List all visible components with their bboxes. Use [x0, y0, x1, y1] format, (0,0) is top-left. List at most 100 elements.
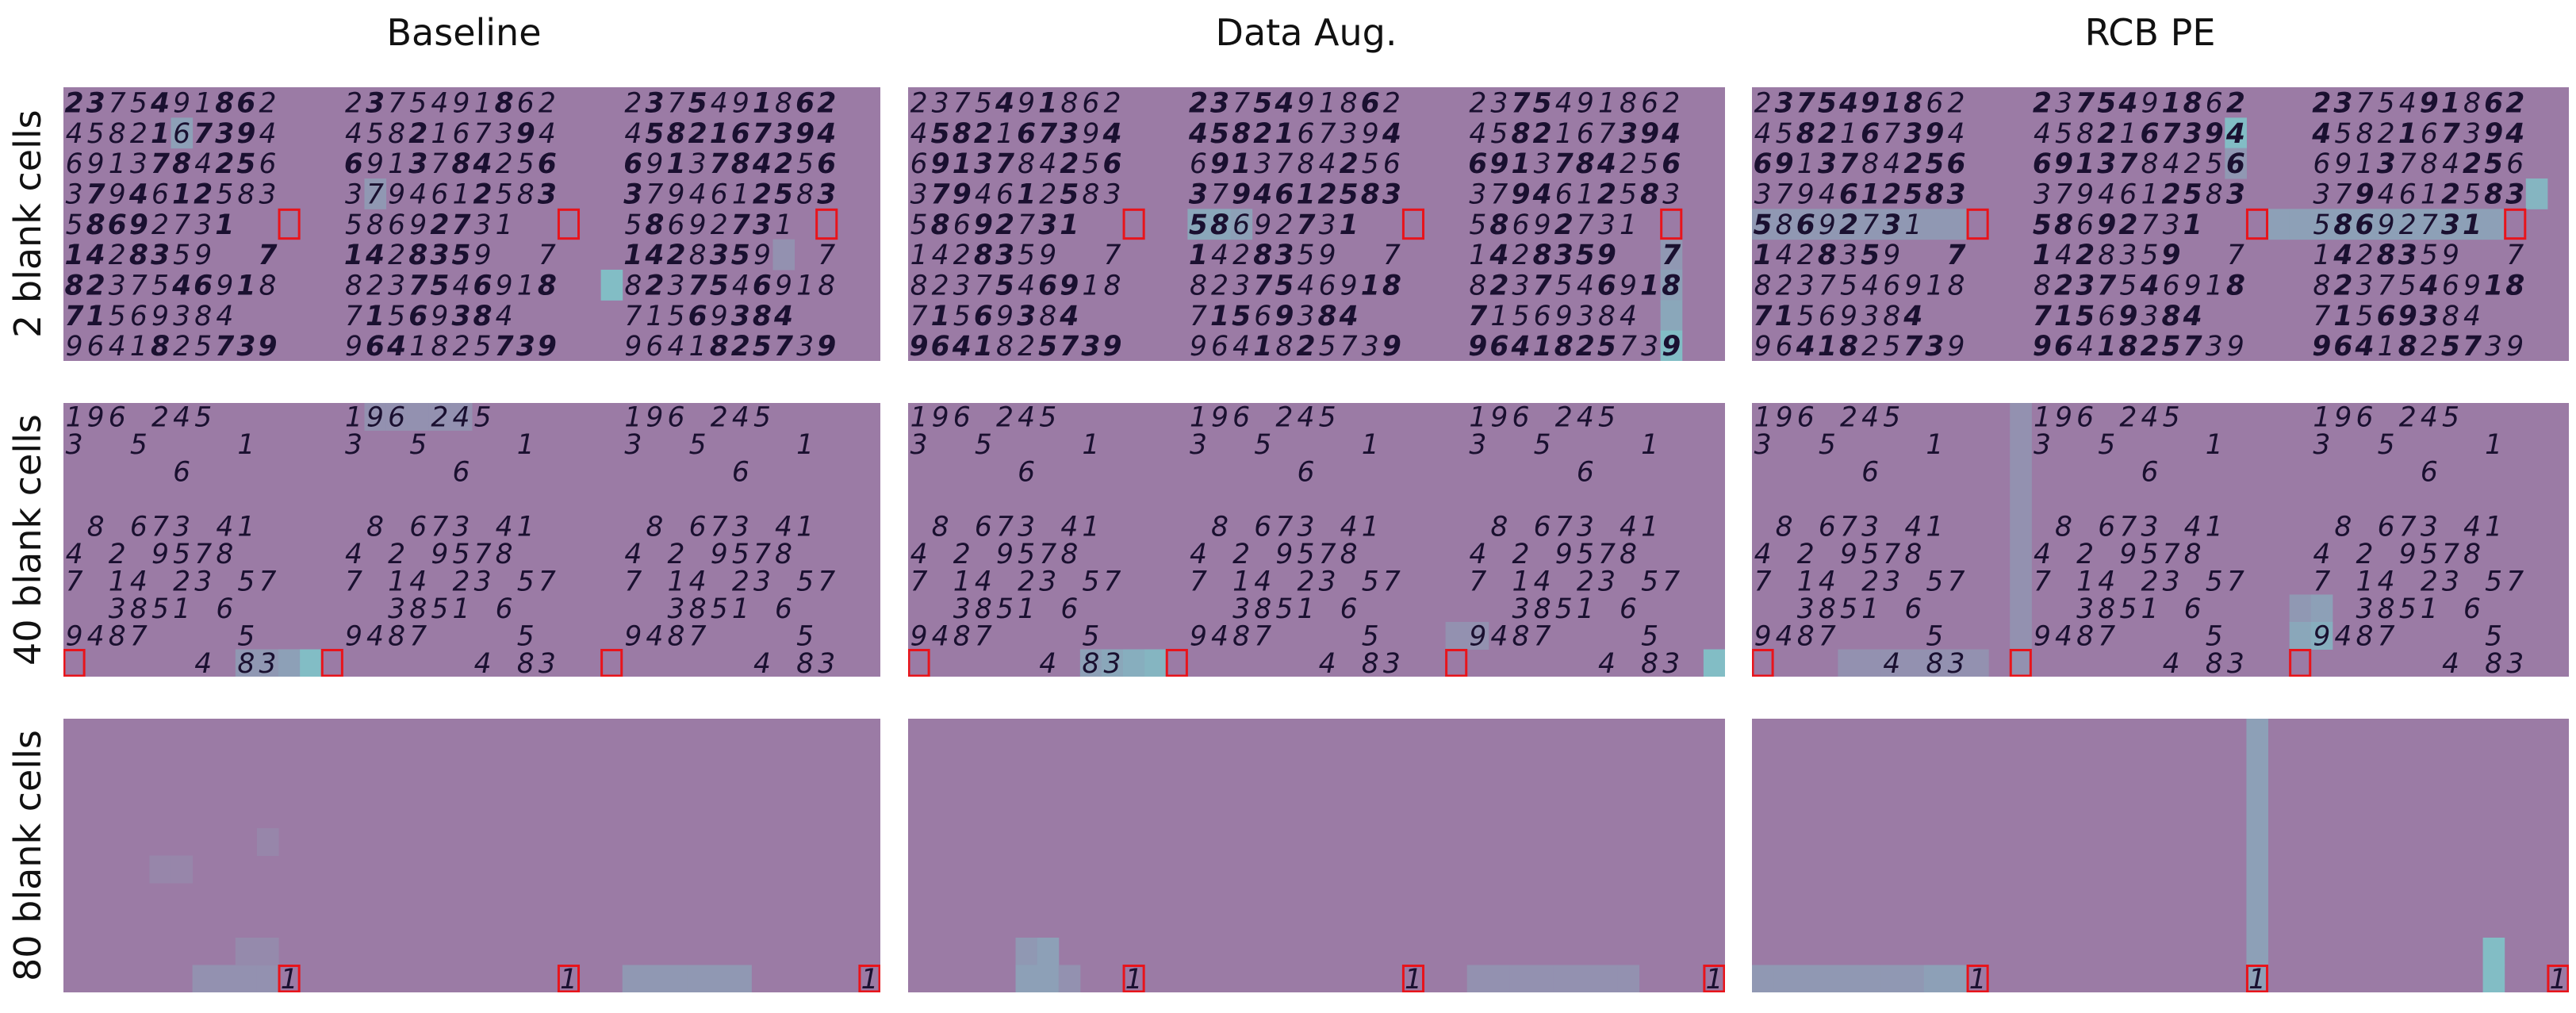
digit-glyph: 9 [2313, 620, 2330, 652]
digit-glyph: 9 [932, 403, 949, 433]
digit-glyph: 1 [796, 429, 814, 461]
digit-glyph: 4 [1319, 148, 1336, 180]
digit-glyph: 9 [1190, 331, 1207, 361]
digit-glyph: 9 [996, 539, 1014, 570]
attention-cell [1773, 209, 1796, 240]
digit-glyph: 8 [645, 209, 664, 241]
digit-glyph: 1 [173, 593, 190, 625]
attention-cell [1923, 209, 1946, 240]
digit-glyph: 5 [2378, 429, 2395, 461]
digit-glyph: 2 [1597, 178, 1616, 210]
digit-glyph: 4 [2378, 178, 2395, 210]
digit-glyph: 6 [2377, 301, 2396, 332]
digit-glyph: 8 [366, 209, 384, 241]
digit-glyph: 3 [151, 240, 170, 271]
digit-glyph: 4 [1534, 566, 1551, 597]
digit-glyph: 8 [2055, 511, 2072, 543]
digit-glyph: 6 [431, 178, 448, 210]
digit-glyph: 1 [1017, 178, 1036, 210]
digit-glyph: 5 [430, 270, 449, 301]
digit-glyph: 9 [345, 331, 362, 361]
panel-background [63, 403, 880, 677]
digit-glyph: 4 [1382, 118, 1401, 150]
digit-glyph: 7 [1018, 209, 1035, 241]
digit-glyph: 2 [173, 331, 190, 361]
digit-glyph: 9 [1819, 209, 1836, 241]
digit-glyph: 6 [259, 148, 277, 180]
query-digit: 1 [1969, 964, 1987, 992]
digit-glyph: 6 [689, 511, 707, 543]
attention-cell [1596, 965, 1618, 992]
digit-glyph: 9 [2506, 331, 2524, 361]
digit-glyph: 2 [2463, 148, 2482, 180]
digit-glyph: 1 [1253, 331, 1272, 361]
panel-background [63, 719, 880, 992]
attention-cell [2353, 209, 2376, 240]
digit-glyph: 8 [2226, 270, 2245, 301]
digit-glyph: 6 [1275, 178, 1294, 210]
digit-glyph: 3 [2119, 240, 2137, 271]
digit-glyph: 5 [1534, 429, 1551, 461]
attention-cell [1509, 965, 1532, 992]
digit-glyph: 5 [1597, 331, 1616, 361]
digit-glyph: 8 [2162, 301, 2181, 332]
digit-glyph: 8 [1210, 209, 1229, 241]
digit-glyph: 1 [474, 87, 492, 119]
digit-glyph: 5 [732, 539, 749, 570]
digit-glyph: 4 [216, 511, 233, 543]
digit-glyph: 4 [194, 148, 212, 180]
digit-glyph: 7 [731, 209, 750, 241]
digit-glyph: 3 [2333, 87, 2352, 119]
digit-glyph: 5 [1903, 178, 1922, 210]
digit-glyph: 6 [953, 403, 971, 433]
digit-glyph: 4 [732, 270, 749, 301]
query-digit: 1 [1125, 964, 1143, 992]
digit-glyph: 5 [796, 620, 814, 652]
digit-glyph: 4 [1510, 331, 1530, 361]
digit-glyph: 8 [2334, 511, 2352, 543]
digit-glyph: 3 [539, 648, 556, 677]
digit-glyph: 3 [259, 648, 277, 677]
digit-glyph: 7 [1534, 620, 1551, 652]
digit-glyph: 6 [1754, 148, 1773, 180]
digit-glyph: 1 [1775, 301, 1794, 332]
panel-background [908, 403, 1725, 677]
digit-glyph: 3 [1861, 301, 1879, 332]
attention-cell [2010, 458, 2032, 485]
attention-cell [1816, 209, 1838, 240]
digit-glyph: 1 [974, 331, 993, 361]
digit-glyph: 6 [1662, 148, 1681, 180]
query-digit: 1 [2248, 964, 2266, 992]
digit-glyph: 4 [1190, 539, 1207, 570]
digit-glyph: 9 [2205, 118, 2224, 150]
digit-glyph: 6 [2141, 456, 2158, 488]
digit-glyph: 4 [365, 240, 385, 271]
panel-background [1752, 403, 2569, 677]
digit-glyph: 5 [151, 593, 169, 625]
digit-glyph: 7 [624, 566, 642, 597]
digit-glyph: 1 [215, 209, 234, 241]
digit-glyph: 8 [237, 648, 255, 677]
digit-glyph: 2 [1018, 331, 1035, 361]
digit-glyph: 4 [1297, 403, 1314, 433]
digit-glyph: 6 [1297, 118, 1314, 150]
digit-glyph: 7 [474, 118, 492, 150]
digit-glyph: 6 [366, 331, 385, 361]
digit-glyph: 8 [2463, 87, 2481, 119]
digit-glyph: 8 [1839, 331, 1858, 361]
digit-glyph: 8 [1641, 648, 1658, 677]
digit-glyph: 2 [1297, 566, 1314, 597]
digit-glyph: 1 [2463, 209, 2482, 241]
digit-glyph: 3 [2034, 429, 2051, 461]
digit-glyph: 6 [130, 301, 148, 332]
digit-glyph: 7 [495, 331, 514, 361]
attention-cell [2010, 594, 2032, 623]
digit-glyph: 3 [1104, 648, 1121, 677]
digit-glyph: 8 [2356, 620, 2374, 652]
digit-glyph: 1 [237, 511, 255, 543]
attention-cell [1838, 649, 1861, 677]
digit-glyph: 2 [1060, 148, 1079, 180]
digit-glyph: 5 [1275, 270, 1294, 301]
